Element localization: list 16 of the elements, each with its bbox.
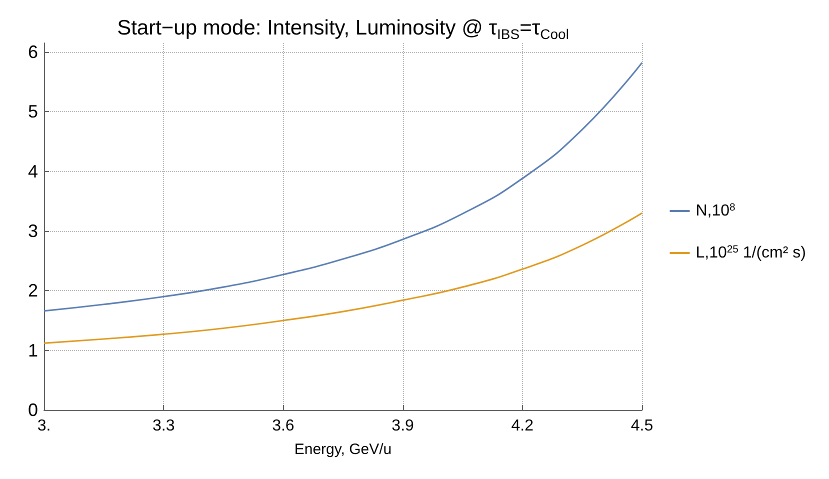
x-tick-label: 3.6: [272, 418, 294, 434]
y-tick-label: 5: [28, 102, 38, 122]
line-series: [43, 212, 643, 344]
x-tick-label: 4.2: [511, 418, 534, 434]
y-tick-label: 4: [28, 161, 38, 182]
y-tick-label: 6: [28, 42, 38, 62]
x-tick-label: 4.5: [630, 418, 654, 434]
x-tick-label: 3.: [37, 418, 51, 434]
x-tick-label: 3.9: [392, 418, 414, 434]
y-tick-label: 1: [28, 340, 38, 360]
y-tick-label: 3: [28, 220, 38, 241]
x-axis-title: Energy, GeV/u: [294, 441, 392, 458]
y-tick-label: 0: [28, 400, 38, 420]
y-tick-label: 2: [28, 280, 38, 301]
line-series: [43, 62, 643, 312]
x-tick-label: 3.3: [152, 418, 175, 434]
